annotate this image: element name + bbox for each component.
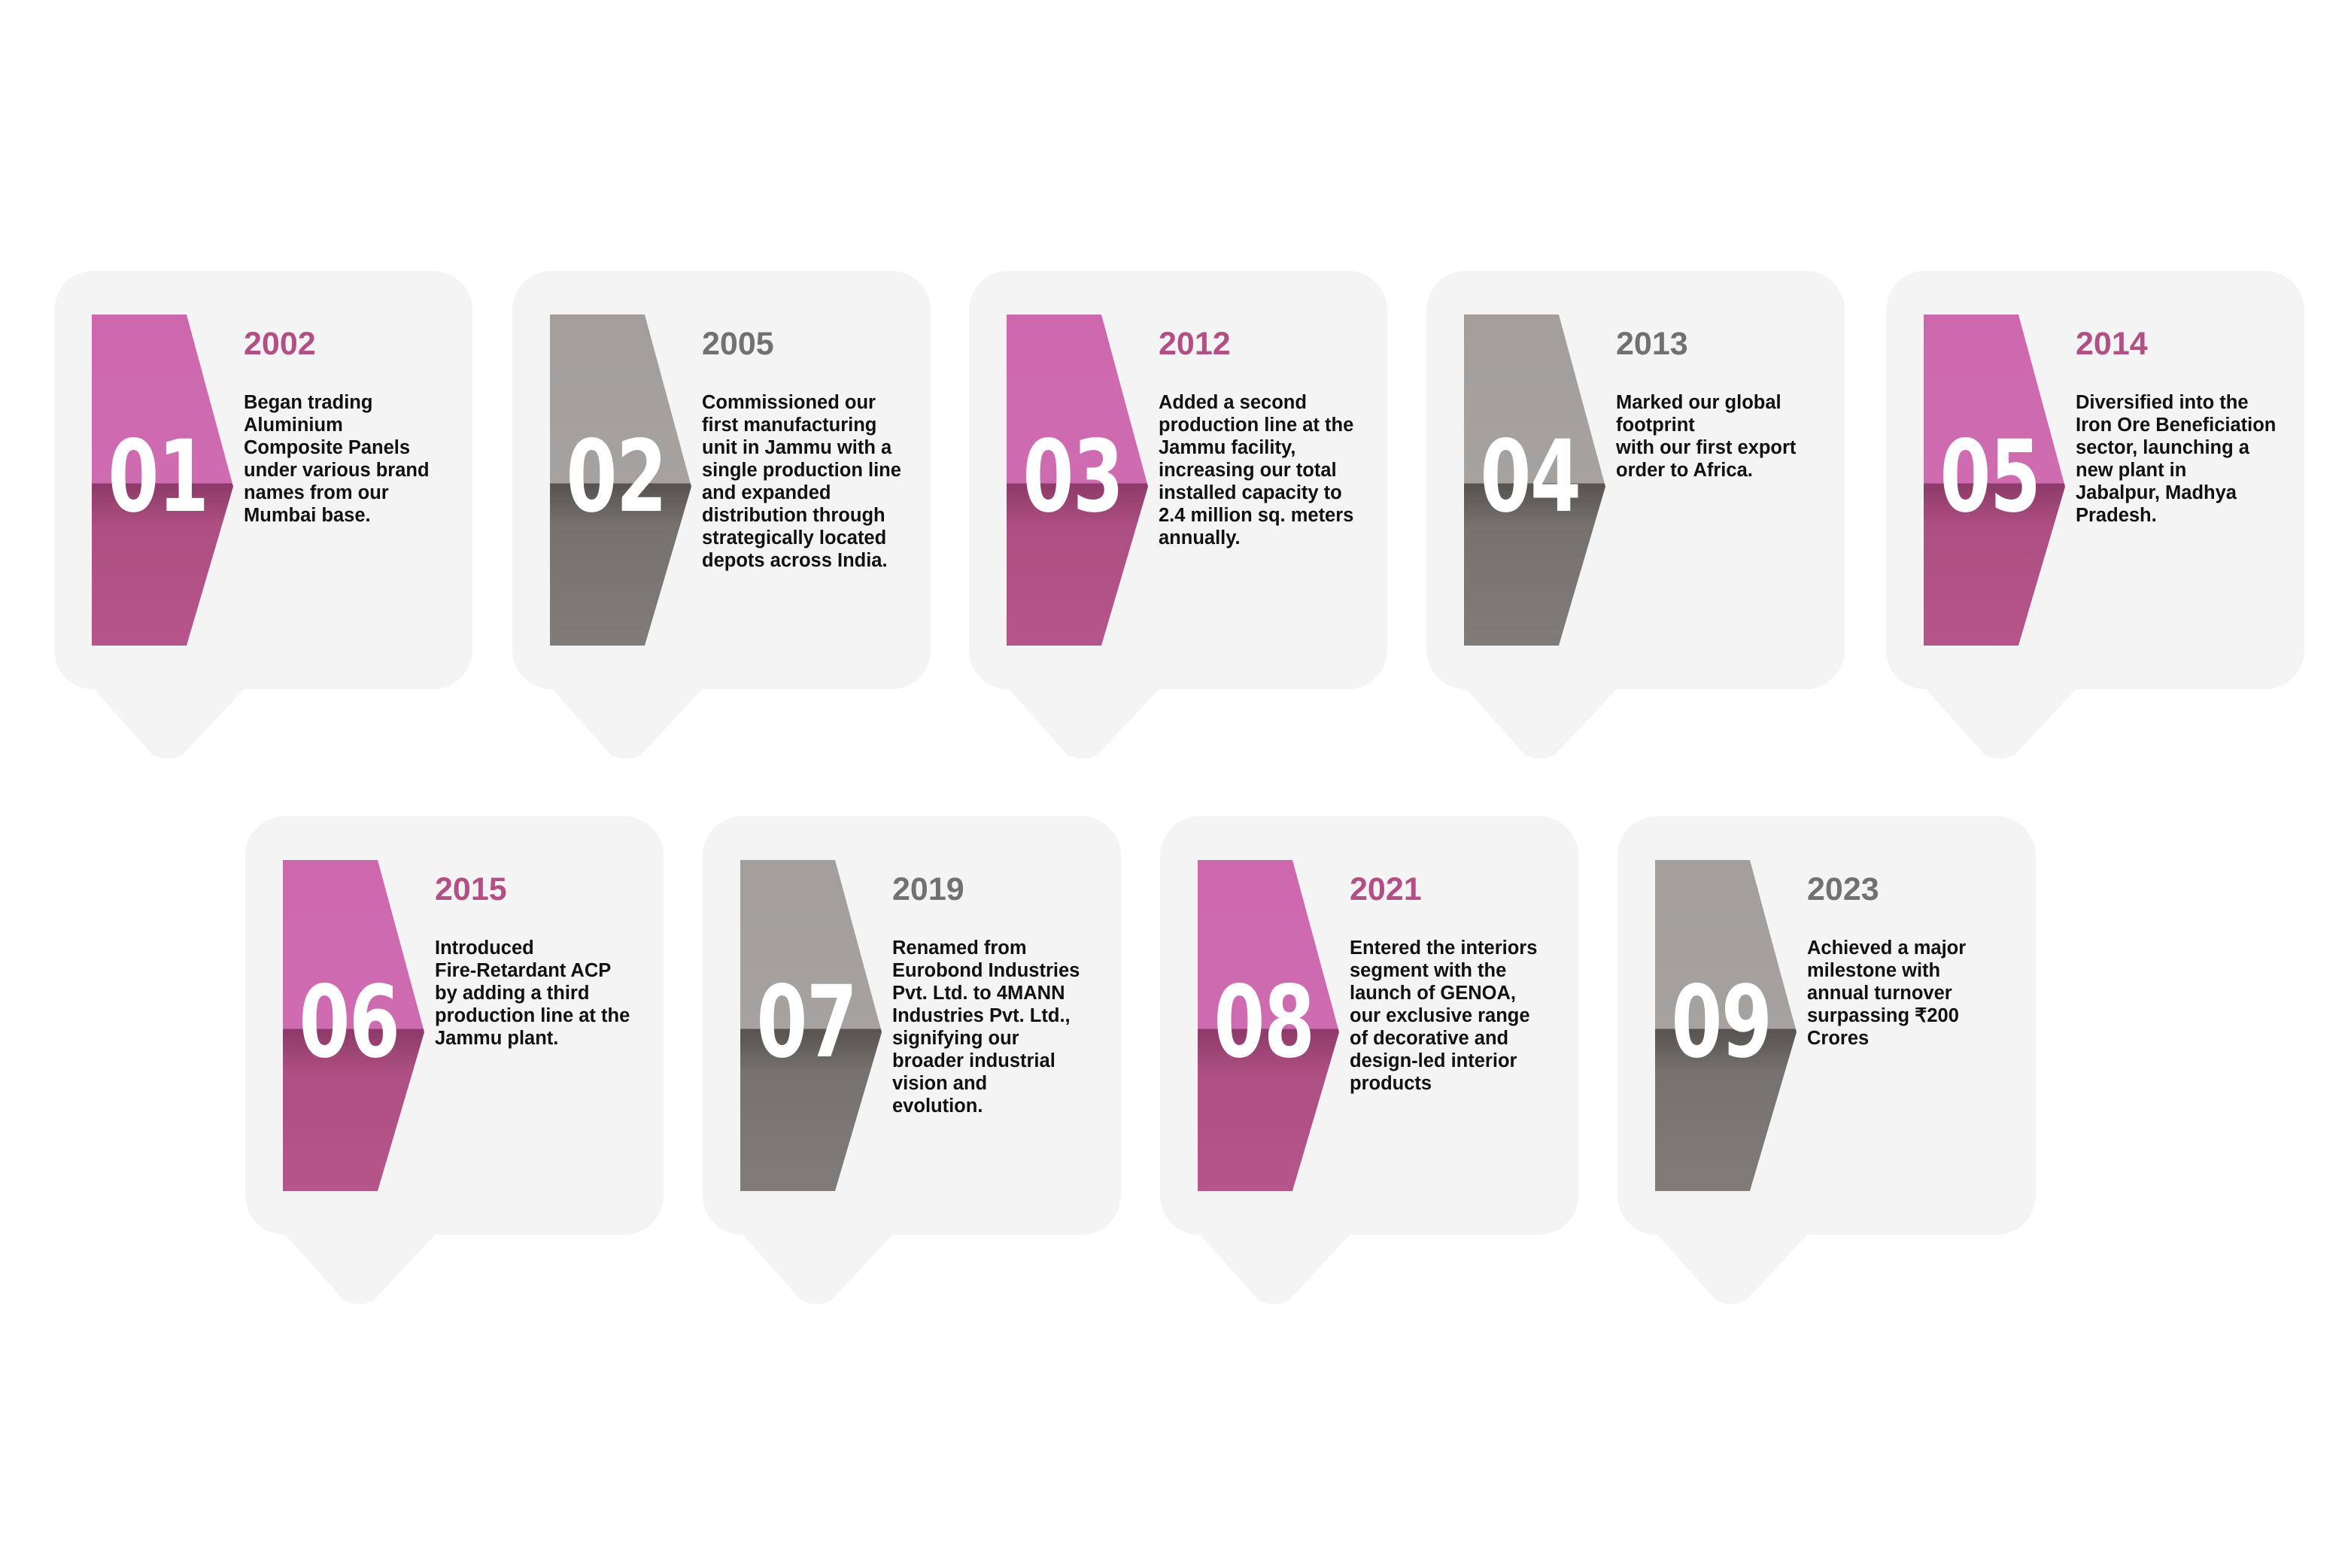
- milestone-card-01: 01 2002 Began trading Aluminium Composit…: [54, 271, 472, 758]
- milestone-year: 2012: [1159, 326, 1231, 362]
- speech-tail: [1652, 1229, 1813, 1304]
- milestone-year: 2013: [1616, 326, 1688, 362]
- milestone-number: 07: [756, 965, 857, 1080]
- speech-tail: [89, 683, 250, 758]
- milestone-number: 08: [1213, 965, 1314, 1080]
- milestone-number: 06: [299, 965, 399, 1080]
- milestone-description: Marked our global footprint with our fir…: [1616, 392, 1797, 481]
- milestone-description: Introduced Fire-Retardant ACP by adding …: [435, 937, 630, 1049]
- speech-tail: [1195, 1229, 1356, 1304]
- milestone-year: 2021: [1350, 871, 1422, 907]
- speech-tail: [1004, 683, 1165, 758]
- milestone-card-02: 02 2005 Commissioned our first manufactu…: [512, 271, 931, 758]
- milestone-description: Renamed from Eurobond Industries Pvt. Lt…: [892, 937, 1080, 1117]
- milestone-card-04: 04 2013 Marked our global footprint with…: [1426, 271, 1845, 758]
- milestone-description: Entered the interiors segment with the l…: [1350, 937, 1538, 1094]
- milestone-number: 04: [1480, 419, 1581, 535]
- milestone-card-03: 03 2012 Added a second production line a…: [969, 271, 1387, 758]
- speech-tail: [1921, 683, 2082, 758]
- milestone-description: Added a second production line at the Ja…: [1159, 392, 1354, 548]
- milestone-number: 09: [1671, 965, 1772, 1080]
- milestone-number: 03: [1022, 419, 1123, 535]
- speech-tail: [737, 1229, 898, 1304]
- milestone-number: 02: [566, 419, 667, 535]
- milestone-year: 2023: [1807, 871, 1879, 907]
- milestone-description: Achieved a major milestone with annual t…: [1807, 937, 1967, 1049]
- milestone-card-05: 05 2014 Diversified into the Iron Ore Be…: [1886, 271, 2304, 758]
- milestone-description: Began trading Aluminium Composite Panels…: [244, 392, 430, 526]
- speech-tail: [280, 1229, 441, 1304]
- speech-tail: [1461, 683, 1622, 758]
- milestone-card-08: 08 2021 Entered the interiors segment wi…: [1160, 816, 1578, 1304]
- speech-tail: [547, 683, 708, 758]
- milestone-year: 2015: [435, 871, 507, 907]
- milestone-number: 05: [1939, 419, 2040, 535]
- milestone-year: 2002: [244, 326, 316, 362]
- milestone-year: 2019: [892, 871, 964, 907]
- milestone-year: 2014: [2076, 326, 2148, 362]
- milestone-description: Diversified into the Iron Ore Beneficiat…: [2076, 392, 2277, 526]
- milestone-card-07: 07 2019 Renamed from Eurobond Industries…: [703, 816, 1121, 1304]
- milestone-description: Commissioned our first manufacturing uni…: [702, 392, 901, 571]
- milestone-year: 2005: [702, 326, 774, 362]
- milestone-number: 01: [108, 419, 208, 535]
- milestone-card-06: 06 2015 Introduced Fire-Retardant ACP by…: [245, 816, 664, 1304]
- milestone-card-09: 09 2023 Achieved a major milestone with …: [1617, 816, 2036, 1304]
